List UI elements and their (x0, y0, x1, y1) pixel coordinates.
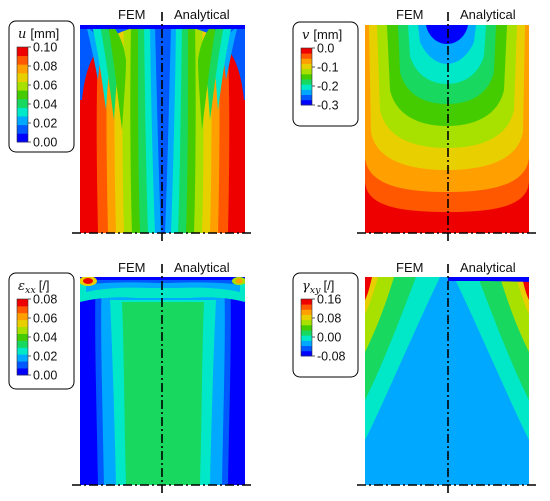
panel-v-legend: v [mm] 0.0 -0.1 -0.2 -0.3 (292, 21, 359, 127)
exx-legend-swatch (17, 312, 28, 321)
gxy-legend-swatch (301, 350, 312, 357)
exx-legend-swatch (17, 333, 28, 341)
u-legend-swatch (17, 64, 28, 74)
v-legend-tick-label: -0.2 (317, 80, 339, 94)
panel-gxy-legend-colorbar (300, 298, 313, 357)
u-legend-swatch (17, 124, 28, 134)
v-legend-swatch (301, 73, 312, 80)
v-legend-swatch (301, 58, 312, 64)
exx-legend-swatch (17, 354, 28, 362)
u-legend-swatch (17, 98, 28, 108)
u-legend-swatch (17, 107, 28, 117)
gxy-legend-tick-label: 0.00 (317, 331, 341, 345)
v-legend-tick-label: 0.0 (317, 42, 334, 56)
panel-u-header-analytical: Analytical (174, 7, 230, 22)
panel-v-header-fem: FEM (396, 7, 423, 22)
u-legend-swatch (17, 55, 28, 65)
v-legend-swatch (301, 89, 312, 96)
gxy-legend-swatch (301, 304, 312, 310)
v-legend-tick-label: -0.1 (317, 61, 339, 75)
panel-exx-legend-colorbar (16, 298, 29, 376)
u-legend-swatch (17, 116, 28, 126)
u-legend-swatch (17, 72, 28, 82)
exx-legend-swatch (17, 326, 28, 334)
panel-exx-legend-title: εxx [/] (18, 278, 50, 296)
u-legend-swatch (17, 133, 28, 143)
panel-v-header-analytical: Analytical (460, 7, 516, 22)
v-legend-swatch (301, 94, 312, 101)
u-legend-tick-label: 0.08 (33, 60, 57, 74)
gxy-legend-swatch (301, 309, 312, 315)
panel-gxy-legend: γxy [/] 0.16 0.08 0.00 -0.08 (292, 272, 359, 378)
v-legend-swatch (301, 53, 312, 59)
panel-exx-header-analytical: Analytical (174, 260, 230, 275)
panel-gxy-header-fem: FEM (396, 260, 423, 275)
u-legend-tick-label: 0.04 (33, 98, 57, 112)
u-legend-tick-label: 0.02 (33, 117, 57, 131)
gxy-legend-swatch (301, 330, 312, 336)
panel-exx-legend-ticks: 0.08 0.06 0.04 0.02 0.00 (28, 293, 57, 383)
exx-legend-swatch (17, 368, 28, 376)
gxy-legend-tick-label: 0.08 (317, 312, 341, 326)
exx-legend-tick-label: 0.00 (33, 369, 57, 383)
panel-u-legend-title: u [mm] (18, 26, 59, 42)
u-legend-tick-label: 0.10 (33, 41, 57, 55)
v-legend-swatch (301, 63, 312, 70)
panel-u-legend-colorbar (16, 46, 29, 143)
panel-u-contour-field (80, 25, 245, 233)
exx-legend-tick-label: 0.04 (33, 331, 57, 345)
panel-gxy-legend-title: γxy [/] (302, 278, 334, 296)
v-legend-colorbar-frame (300, 47, 313, 106)
exx-legend-swatch (17, 299, 28, 307)
panel-gxy-header-analytical: Analytical (460, 260, 516, 275)
gxy-legend-swatch (301, 299, 312, 305)
u-legend-tick-label: 0.06 (33, 79, 57, 93)
panel-v-legend-colorbar (300, 47, 313, 106)
v-legend-swatch (301, 79, 312, 85)
panel-v-legend-ticks: 0.0 -0.1 -0.2 -0.3 (312, 42, 339, 113)
gxy-legend-tick-label: 0.16 (317, 293, 341, 307)
panel-v-legend-title: v [mm] (302, 27, 342, 43)
exx-legend-tick-label: 0.02 (33, 350, 57, 364)
exx-legend-tick-label: 0.08 (33, 293, 57, 307)
exx-legend-swatch (17, 347, 28, 355)
exx-legend-swatch (17, 361, 28, 369)
panel-u-legend-ticks: 0.10 0.08 0.06 0.04 0.02 0.00 (28, 41, 57, 150)
panel-gxy: FEM Analytical γxy [/] 0.16 0.08 0.00 -0.08 (292, 260, 538, 493)
panel-u-legend: u [mm] 0.10 0.08 0.06 0.04 0.02 0.00 (8, 20, 75, 153)
panel-v-contour-field (365, 25, 529, 233)
v-legend-swatch (301, 68, 312, 75)
panel-exx-legend: εxx [/] 0.08 0.06 0.04 0.02 0.00 (8, 272, 75, 390)
panel-u: FEM Analytical (8, 7, 254, 241)
panel-exx-header-fem: FEM (118, 260, 145, 275)
gxy-legend-swatch (301, 319, 312, 326)
gxy-legend-swatch (301, 345, 312, 352)
panel-gxy-contour-field (365, 277, 529, 485)
gxy-legend-swatch (301, 324, 312, 331)
u-legend-colorbar-frame (16, 46, 29, 143)
gxy-legend-colorbar-frame (300, 298, 313, 357)
v-legend-swatch (301, 48, 312, 54)
u-legend-tick-label: 0.00 (33, 136, 57, 150)
panel-exx: FEM Analytical εxx [/] 0.080.060.040.020.… (8, 260, 254, 493)
u-legend-swatch (17, 81, 28, 91)
exx-legend-tick-label: 0.06 (33, 312, 57, 326)
exx-legend-swatch (17, 319, 28, 328)
v-legend-swatch (301, 99, 312, 106)
v-legend-tick-label: -0.3 (317, 99, 339, 113)
panel-gxy-legend-ticks: 0.16 0.08 0.00 -0.08 (312, 293, 346, 364)
exx-legend-swatch (17, 340, 28, 348)
u-legend-swatch (17, 47, 28, 57)
u-legend-swatch (17, 90, 28, 100)
v-legend-swatch (301, 84, 312, 90)
panel-v: FEM Analytical v [mm] 0.0 -0.1 -0.2 -0.3 (292, 7, 538, 241)
panel-u-header-fem: FEM (118, 7, 145, 22)
gxy-legend-swatch (301, 314, 312, 321)
gxy-legend-tick-label: -0.08 (317, 350, 346, 364)
exx-legend-swatch (17, 305, 28, 314)
gxy-legend-swatch (301, 340, 312, 347)
gxy-legend-swatch (301, 335, 312, 341)
